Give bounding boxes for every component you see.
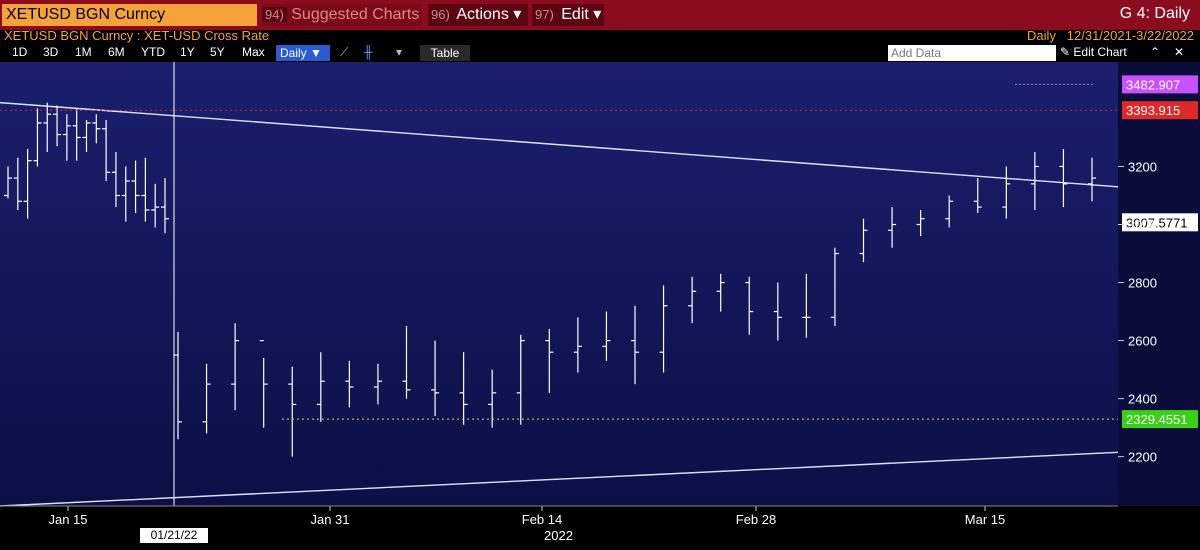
date-range: 12/31/2021-3/22/2022 (1066, 28, 1194, 43)
ticker-field[interactable]: XETUSD BGN Curncy (2, 4, 257, 26)
frequency-dropdown[interactable]: Daily ▼ (276, 45, 330, 61)
edit-label: Edit ▾ (561, 6, 602, 23)
period-ytd[interactable]: YTD (141, 45, 165, 59)
level-badge-1 (1122, 101, 1198, 120)
x-tick-label-2: Feb 14 (522, 512, 562, 527)
level-badge-0 (1122, 75, 1198, 94)
x-tick-label-3: Feb 28 (736, 512, 776, 527)
period-6m[interactable]: 6M (108, 45, 125, 59)
y-tick-label-4: 3000 (1128, 218, 1157, 233)
period-1y[interactable]: 1Y (180, 45, 195, 59)
price-chart[interactable]: 3482.907 3393.915 3007.5771 2329.4551 2200 24… (0, 62, 1200, 528)
trendline-1 (0, 101, 1119, 188)
edit-number: 97) (532, 7, 557, 22)
command-bar: XETUSD BGN Curncy 94) Suggested Charts 9… (0, 0, 1200, 30)
close-icon[interactable]: ✕ (1174, 45, 1185, 59)
level-label-2: 3007.5771 (1126, 215, 1187, 230)
x-tick-label-4: Mar 15 (965, 512, 1005, 527)
period-1m[interactable]: 1M (75, 45, 92, 59)
y-axis-panel (1118, 62, 1200, 506)
level-label-1: 3393.915 (1126, 103, 1180, 118)
y-tick-label-3: 2800 (1128, 276, 1157, 291)
actions-number: 96) (428, 7, 453, 22)
edit-menu[interactable]: 97) Edit ▾ (532, 4, 604, 26)
y-tick-label-1: 2400 (1128, 392, 1157, 407)
year-label: 2022 (544, 528, 573, 543)
plot-area (0, 62, 1118, 506)
period-max[interactable]: Max (242, 45, 265, 59)
period-toolbar: 1D 3D 1M 6M YTD 1Y 5Y Max Daily ▼ ⟋ ╫ ▾ … (0, 44, 1200, 62)
description-row: XETUSD BGN Curncy : XET-USD Cross Rate D… (0, 28, 1200, 44)
level-label-3: 2329.4551 (1126, 412, 1187, 427)
x-tick-label-1: Jan 31 (310, 512, 349, 527)
actions-menu[interactable]: 96) Actions ▾ (428, 4, 528, 26)
line-chart-icon[interactable]: ⟋ (340, 45, 349, 59)
security-description: XETUSD BGN Curncy : XET-USD Cross Rate (4, 28, 270, 43)
more-options-icon[interactable]: ▾ (396, 45, 403, 59)
collapse-icon[interactable]: ⌃ (1150, 45, 1161, 59)
table-button[interactable]: Table (420, 45, 470, 61)
x-tick-label-0: Jan 15 (48, 512, 87, 527)
trendline-2 (0, 451, 1119, 507)
edit-chart-button[interactable]: ✎ Edit Chart (1060, 45, 1127, 59)
bar-chart-icon[interactable]: ╫ (364, 45, 373, 59)
crosshair-date-label: 01/21/22 (140, 528, 208, 543)
date-range-display[interactable]: Daily 12/31/2021-3/22/2022 (1027, 28, 1194, 43)
page-label: G 4: Daily (1119, 5, 1190, 22)
add-data-input[interactable]: Add Data (888, 45, 1056, 61)
suggested-charts-button[interactable]: 94) Suggested Charts (262, 4, 422, 26)
frequency-label: Daily (1027, 28, 1056, 43)
suggested-charts-number: 94) (262, 7, 287, 22)
y-tick-label-0: 2200 (1128, 450, 1157, 465)
level-label-0: 3482.907 (1126, 77, 1180, 92)
actions-label: Actions ▾ (456, 6, 522, 23)
level-badge-3 (1122, 410, 1198, 429)
level-badge-2 (1122, 213, 1198, 232)
y-tick-label-2: 2600 (1128, 334, 1157, 349)
period-5y[interactable]: 5Y (210, 45, 225, 59)
period-3d[interactable]: 3D (43, 45, 59, 59)
period-1d[interactable]: 1D (12, 45, 28, 59)
y-tick-label-5: 3200 (1128, 159, 1157, 174)
suggested-charts-label: Suggested Charts (291, 6, 420, 23)
